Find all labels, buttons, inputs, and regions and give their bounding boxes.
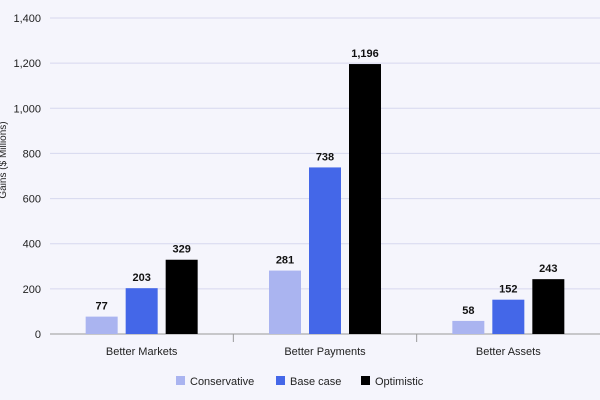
bar-conservative bbox=[269, 270, 301, 334]
bar-conservative bbox=[85, 316, 118, 334]
data-label: 1,196 bbox=[351, 48, 379, 60]
legend-label: Base case bbox=[290, 376, 341, 388]
bar-optimistic bbox=[349, 64, 381, 334]
y-tick-label: 800 bbox=[23, 148, 41, 160]
y-tick-label: 200 bbox=[23, 284, 41, 296]
legend-label: Optimistic bbox=[375, 376, 424, 388]
y-tick-label: 400 bbox=[23, 239, 41, 251]
legend-swatch bbox=[276, 376, 285, 385]
y-tick-label: 1,200 bbox=[13, 58, 41, 70]
data-label: 77 bbox=[96, 301, 108, 313]
x-tick-label: Better Markets bbox=[106, 346, 178, 358]
y-tick-label: 1,400 bbox=[13, 13, 41, 25]
y-axis-label: Gains ($ Millions) bbox=[0, 121, 9, 198]
y-tick-label: 0 bbox=[35, 329, 41, 341]
data-label: 152 bbox=[499, 284, 517, 296]
legend-swatch bbox=[361, 376, 370, 385]
y-axis-ticks: 0 200 400 600 800 1,000 1,200 1,400 bbox=[13, 13, 41, 341]
bar-base-case bbox=[125, 288, 158, 334]
legend-swatch bbox=[176, 376, 185, 385]
bar-optimistic bbox=[165, 259, 198, 334]
data-labels: 77 203 329 281 738 1,196 58 152 243 bbox=[96, 48, 558, 317]
bar-base-case bbox=[492, 299, 525, 334]
data-label: 203 bbox=[132, 272, 150, 284]
data-label: 243 bbox=[539, 263, 557, 275]
y-tick-label: 600 bbox=[23, 194, 41, 206]
bars bbox=[85, 64, 565, 334]
x-tick-label: Better Assets bbox=[476, 346, 541, 358]
bar-conservative bbox=[452, 320, 485, 334]
data-label: 58 bbox=[462, 305, 474, 317]
x-axis: Better Markets Better Payments Better Asse… bbox=[106, 334, 541, 358]
legend: Conservative Base case Optimistic bbox=[176, 376, 424, 388]
bar-optimistic bbox=[532, 279, 565, 334]
data-label: 329 bbox=[172, 244, 190, 256]
y-tick-label: 1,000 bbox=[13, 103, 41, 115]
data-label: 281 bbox=[276, 255, 294, 267]
x-tick-label: Better Payments bbox=[284, 346, 366, 358]
legend-label: Conservative bbox=[190, 376, 254, 388]
bar-base-case bbox=[309, 167, 341, 334]
data-label: 738 bbox=[316, 151, 334, 163]
